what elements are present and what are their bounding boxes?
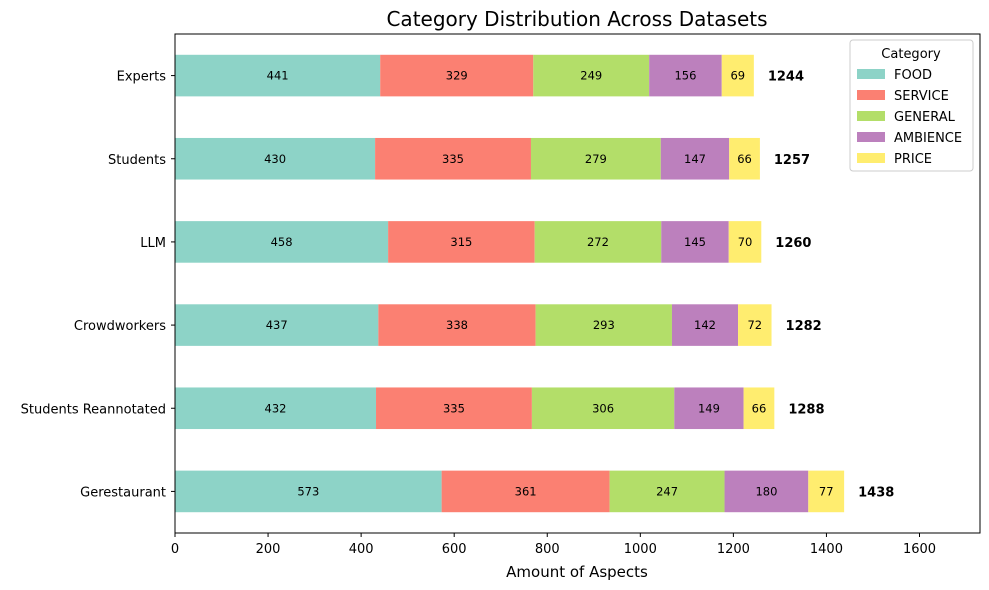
bar-value-label: 249 bbox=[580, 69, 602, 83]
x-tick-label: 800 bbox=[535, 542, 560, 557]
bar-price-2 bbox=[729, 137, 760, 180]
bar-ambience-1 bbox=[649, 54, 722, 97]
y-tick-label: Students bbox=[108, 153, 166, 168]
bar-total-label: 1257 bbox=[774, 153, 810, 168]
bar-value-label: 335 bbox=[442, 152, 464, 166]
y-tick-label: Gerestaurant bbox=[80, 485, 166, 500]
legend-title: Category bbox=[881, 47, 941, 62]
bar-value-label: 338 bbox=[446, 318, 468, 332]
bar-service-6 bbox=[441, 470, 610, 513]
bar-value-label: 335 bbox=[443, 401, 465, 415]
bar-total-label: 1282 bbox=[786, 319, 822, 334]
bar-value-label: 149 bbox=[698, 401, 720, 415]
bar-value-label: 279 bbox=[585, 152, 607, 166]
bar-service-4 bbox=[378, 304, 536, 346]
bar-value-label: 72 bbox=[747, 318, 762, 332]
bar-value-label: 306 bbox=[592, 401, 614, 415]
x-tick-label: 1000 bbox=[624, 542, 657, 557]
bar-price-6 bbox=[808, 470, 845, 513]
legend-label-general: GENERAL bbox=[894, 110, 956, 125]
bar-value-label: 77 bbox=[819, 484, 834, 498]
bar-ambience-5 bbox=[674, 387, 744, 430]
bar-price-4 bbox=[738, 304, 772, 346]
bar-ambience-4 bbox=[671, 304, 739, 346]
legend-swatch-price bbox=[857, 153, 885, 163]
x-tick-label: 0 bbox=[171, 542, 179, 557]
bar-value-label: 156 bbox=[674, 69, 696, 83]
legend-swatch-general bbox=[857, 111, 885, 121]
chart-title: Category Distribution Across Datasets bbox=[386, 7, 767, 31]
bar-service-2 bbox=[375, 137, 531, 180]
bar-value-label: 66 bbox=[752, 401, 767, 415]
bar-value-label: 142 bbox=[694, 318, 716, 332]
bar-general-4 bbox=[535, 304, 672, 346]
bar-food-6 bbox=[175, 470, 442, 513]
bar-value-label: 361 bbox=[515, 484, 537, 498]
bar-value-label: 441 bbox=[267, 69, 289, 83]
legend-label-ambience: AMBIENCE bbox=[894, 131, 962, 146]
bar-total-label: 1260 bbox=[775, 236, 811, 251]
bar-value-label: 70 bbox=[738, 235, 753, 249]
bar-price-5 bbox=[743, 387, 775, 430]
bar-ambience-6 bbox=[724, 470, 809, 513]
legend: Category FOOD SERVICE GENERAL AMBIENCE PRICE bbox=[849, 39, 974, 172]
bar-general-2 bbox=[530, 137, 661, 180]
x-tick-label: 1600 bbox=[903, 542, 936, 557]
bar-food-2 bbox=[175, 137, 376, 180]
y-tick-label: Students Reannotated bbox=[21, 402, 166, 417]
bar-value-label: 430 bbox=[264, 152, 286, 166]
x-tick-label: 1400 bbox=[810, 542, 843, 557]
bar-value-label: 272 bbox=[587, 235, 609, 249]
x-tick-label: 1200 bbox=[717, 542, 750, 557]
bar-ambience-3 bbox=[661, 221, 729, 263]
bar-food-3 bbox=[175, 221, 389, 263]
bar-value-label: 147 bbox=[684, 152, 706, 166]
axes-frame bbox=[174, 33, 981, 534]
bar-ambience-2 bbox=[660, 137, 730, 180]
bar-general-6 bbox=[609, 470, 725, 513]
bar-food-4 bbox=[175, 304, 379, 346]
legend-label-service: SERVICE bbox=[894, 89, 949, 104]
x-tick-label: 200 bbox=[256, 542, 281, 557]
bar-value-label: 293 bbox=[593, 318, 615, 332]
legend-swatch-ambience bbox=[857, 132, 885, 142]
bar-value-label: 458 bbox=[271, 235, 293, 249]
legend-swatch-service bbox=[857, 90, 885, 100]
y-tick-label: Crowdworkers bbox=[74, 319, 166, 334]
bar-general-3 bbox=[534, 221, 662, 263]
bar-value-label: 329 bbox=[446, 69, 468, 83]
bar-service-5 bbox=[376, 387, 532, 430]
bar-total-label: 1438 bbox=[858, 485, 894, 500]
bar-total-label: 1288 bbox=[788, 402, 824, 417]
bar-service-3 bbox=[388, 221, 535, 263]
legend-swatch-food bbox=[857, 69, 885, 79]
bar-value-label: 315 bbox=[450, 235, 472, 249]
bar-food-5 bbox=[175, 387, 377, 430]
bar-service-1 bbox=[380, 54, 534, 97]
legend-label-food: FOOD bbox=[894, 68, 932, 83]
legend-label-price: PRICE bbox=[894, 152, 932, 167]
bar-value-label: 432 bbox=[265, 401, 287, 415]
bar-total-label: 1244 bbox=[768, 70, 804, 85]
bar-price-3 bbox=[728, 221, 762, 263]
x-axis-label: Amount of Aspects bbox=[506, 563, 648, 581]
bar-value-label: 247 bbox=[656, 484, 678, 498]
bar-value-label: 66 bbox=[737, 152, 752, 166]
x-tick-label: 400 bbox=[349, 542, 374, 557]
bar-food-1 bbox=[175, 54, 381, 97]
bar-price-1 bbox=[721, 54, 754, 97]
bar-value-label: 145 bbox=[684, 235, 706, 249]
bar-general-1 bbox=[533, 54, 650, 97]
y-tick-label: Experts bbox=[117, 70, 167, 85]
bar-value-label: 180 bbox=[755, 484, 777, 498]
bar-general-5 bbox=[531, 387, 675, 430]
plot-area: 441 329 249 156 69 1244 Experts 430 335 279 147 66 1… bbox=[21, 33, 981, 557]
x-tick-label: 600 bbox=[442, 542, 467, 557]
bar-value-label: 573 bbox=[297, 484, 319, 498]
bar-value-label: 437 bbox=[266, 318, 288, 332]
y-tick-label: LLM bbox=[140, 236, 166, 251]
bar-value-label: 69 bbox=[730, 69, 745, 83]
